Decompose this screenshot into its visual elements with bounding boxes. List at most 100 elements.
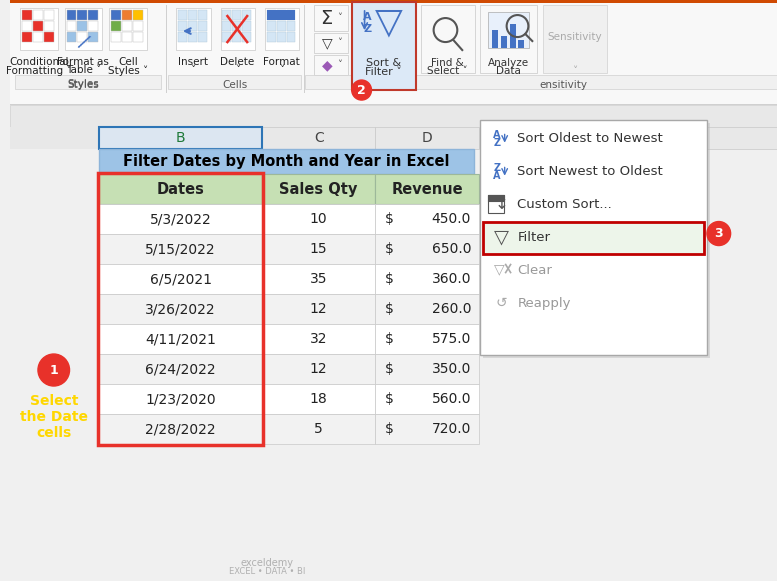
Bar: [375, 204, 479, 234]
Bar: [421, 5, 475, 73]
Bar: [98, 173, 263, 445]
Text: 575.0: 575.0: [432, 332, 471, 346]
Text: 650.0: 650.0: [432, 242, 471, 256]
Circle shape: [38, 354, 69, 386]
Text: $: $: [385, 392, 394, 406]
Bar: [10, 0, 777, 105]
Bar: [287, 32, 295, 42]
Bar: [16, 75, 162, 89]
Bar: [277, 32, 286, 42]
Bar: [222, 32, 232, 42]
Text: $: $: [385, 362, 394, 376]
Bar: [99, 127, 262, 149]
Text: Table ˅: Table ˅: [66, 65, 101, 75]
Text: ˅: ˅: [235, 65, 240, 75]
Text: Conditional: Conditional: [9, 57, 68, 67]
Text: $: $: [385, 302, 394, 316]
Bar: [232, 10, 241, 20]
Bar: [111, 32, 121, 42]
Bar: [642, 127, 777, 149]
Bar: [44, 10, 54, 20]
Bar: [500, 36, 507, 48]
Text: Format as: Format as: [57, 57, 110, 67]
Bar: [89, 21, 98, 31]
Bar: [111, 10, 121, 20]
Bar: [375, 384, 479, 414]
Bar: [480, 5, 537, 73]
Text: /: /: [75, 32, 91, 52]
Text: Custom Sort...: Custom Sort...: [517, 198, 612, 211]
Bar: [78, 10, 87, 20]
Bar: [352, 2, 416, 90]
Text: 1/23/2020: 1/23/2020: [145, 392, 216, 406]
Bar: [178, 32, 187, 42]
Bar: [287, 10, 295, 20]
Bar: [23, 32, 32, 42]
Bar: [99, 294, 262, 324]
Text: 15: 15: [310, 242, 327, 256]
Text: ▽: ▽: [494, 227, 509, 246]
Circle shape: [707, 221, 730, 246]
Bar: [262, 384, 375, 414]
Bar: [89, 10, 98, 20]
Bar: [488, 195, 503, 213]
Bar: [23, 21, 32, 31]
Text: Z: Z: [364, 24, 371, 34]
Bar: [64, 8, 102, 50]
Text: Analyze: Analyze: [488, 58, 529, 68]
Bar: [267, 10, 276, 20]
Bar: [485, 222, 702, 223]
Text: $: $: [385, 242, 394, 256]
Text: Sensitivity: Sensitivity: [548, 32, 602, 42]
Bar: [267, 32, 276, 42]
Bar: [518, 40, 524, 48]
Text: ▽: ▽: [322, 36, 333, 50]
Bar: [122, 21, 131, 31]
Bar: [375, 324, 479, 354]
Bar: [78, 21, 87, 31]
Bar: [133, 32, 142, 42]
Text: A: A: [493, 130, 500, 139]
Text: 10: 10: [310, 212, 327, 226]
Bar: [375, 354, 479, 384]
Text: 18: 18: [310, 392, 328, 406]
Text: C: C: [314, 131, 323, 145]
Text: 720.0: 720.0: [432, 422, 471, 436]
Bar: [262, 414, 375, 444]
Bar: [99, 174, 262, 204]
Bar: [375, 127, 479, 149]
Bar: [262, 264, 375, 294]
Bar: [222, 21, 232, 31]
Text: 560.0: 560.0: [432, 392, 471, 406]
Bar: [277, 21, 286, 31]
Bar: [262, 204, 375, 234]
Text: A: A: [493, 171, 500, 181]
Text: Filter Dates by Month and Year in Excel: Filter Dates by Month and Year in Excel: [124, 153, 450, 168]
Bar: [99, 264, 262, 294]
Text: Data: Data: [497, 66, 521, 76]
Text: Z: Z: [493, 138, 500, 148]
Text: Insert: Insert: [178, 57, 208, 67]
Text: B: B: [176, 131, 186, 145]
Bar: [267, 10, 295, 20]
Text: 2/28/2022: 2/28/2022: [145, 422, 216, 436]
Text: Sales Qty: Sales Qty: [280, 181, 358, 196]
Text: Formatting ˅: Formatting ˅: [6, 65, 71, 76]
Bar: [99, 324, 262, 354]
Bar: [198, 21, 207, 31]
Text: Dates: Dates: [157, 181, 204, 196]
Text: ˅: ˅: [572, 66, 577, 76]
Bar: [305, 75, 777, 89]
Bar: [262, 234, 375, 264]
Text: Format: Format: [263, 57, 300, 67]
Bar: [221, 8, 255, 50]
Text: ↺: ↺: [496, 296, 507, 310]
Text: ▽: ▽: [375, 5, 403, 39]
Text: $: $: [385, 332, 394, 346]
Bar: [133, 21, 142, 31]
Text: D: D: [422, 131, 433, 145]
Text: Z: Z: [493, 163, 500, 173]
Bar: [198, 10, 207, 20]
Text: Select ˅: Select ˅: [427, 66, 468, 76]
Text: 3/26/2022: 3/26/2022: [145, 302, 216, 316]
